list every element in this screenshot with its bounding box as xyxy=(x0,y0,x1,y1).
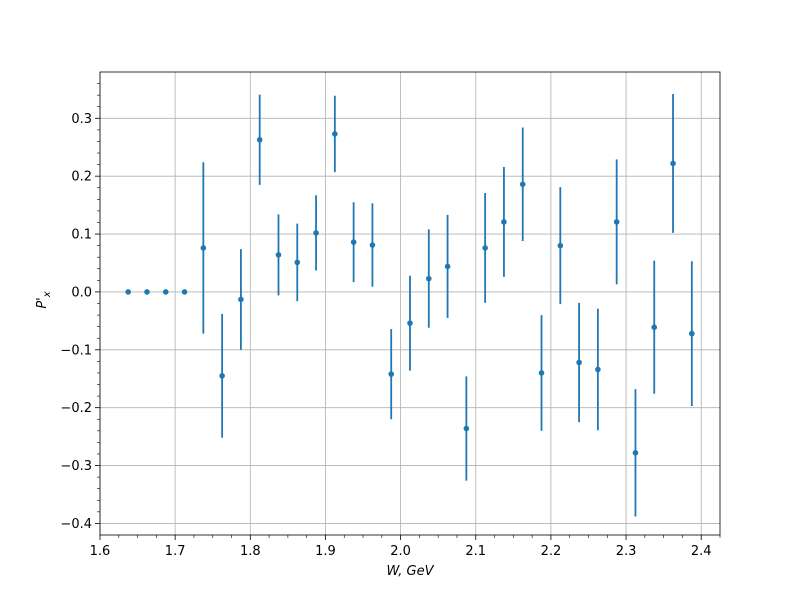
data-point xyxy=(369,242,376,248)
y-tick-label: −0.2 xyxy=(60,401,92,416)
data-point xyxy=(200,245,207,251)
x-tick-label: 2.0 xyxy=(390,544,411,559)
data-point xyxy=(632,450,639,456)
data-point xyxy=(125,289,131,295)
y-axis-ticks: −0.4 −0.3 −0.2 −0.1 0.0 0.1 0.2 0.3 xyxy=(60,83,100,532)
data-point xyxy=(238,296,244,303)
data-point xyxy=(332,131,338,137)
y-tick-label: 0.1 xyxy=(71,228,92,243)
data-point xyxy=(181,289,188,295)
data-point xyxy=(219,373,225,379)
y-tick-label: −0.3 xyxy=(60,459,92,474)
error-bars xyxy=(202,93,693,517)
y-tick-label: 0.3 xyxy=(71,112,92,127)
data-point xyxy=(294,259,301,266)
data-point xyxy=(595,366,601,373)
data-point xyxy=(256,136,263,143)
x-axis-label: W, GeV xyxy=(386,564,434,579)
x-tick-label: 1.7 xyxy=(165,544,186,559)
data-points xyxy=(125,131,695,456)
y-tick-label: 0.2 xyxy=(71,170,92,185)
x-tick-label: 1.8 xyxy=(240,544,261,559)
x-tick-label: 2.1 xyxy=(465,544,486,559)
data-point xyxy=(444,263,451,270)
data-point xyxy=(519,181,526,188)
data-point xyxy=(482,245,488,251)
y-tick-label: 0.0 xyxy=(71,285,92,300)
data-point xyxy=(407,320,413,326)
y-tick-label: −0.1 xyxy=(60,343,92,358)
data-point xyxy=(144,289,150,295)
data-point xyxy=(463,425,470,432)
data-point xyxy=(670,160,676,167)
x-tick-label: 2.3 xyxy=(616,544,637,559)
x-tick-label: 1.9 xyxy=(315,544,336,559)
x-tick-label: 1.6 xyxy=(90,544,111,559)
data-point xyxy=(350,239,357,245)
data-point xyxy=(313,230,319,236)
data-point xyxy=(162,289,169,295)
data-point xyxy=(557,242,564,249)
y-axis-label-subscript: x xyxy=(42,291,53,298)
x-tick-label: 2.4 xyxy=(691,544,712,559)
data-point xyxy=(576,359,582,366)
y-axis-label: P'x xyxy=(35,291,53,308)
y-tick-label: −0.4 xyxy=(60,517,92,532)
y-axis-label-main: P' xyxy=(35,297,50,308)
data-point xyxy=(425,275,432,282)
data-point xyxy=(275,252,282,258)
data-point xyxy=(651,324,658,331)
data-point xyxy=(538,370,545,376)
data-point xyxy=(388,371,395,377)
x-tick-label: 2.2 xyxy=(541,544,562,559)
data-point xyxy=(501,219,507,225)
x-axis-ticks: 1.6 1.7 1.8 1.9 2.0 2.1 2.2 2.3 2.4 xyxy=(90,535,721,559)
data-point xyxy=(613,219,620,225)
data-point xyxy=(689,330,695,337)
